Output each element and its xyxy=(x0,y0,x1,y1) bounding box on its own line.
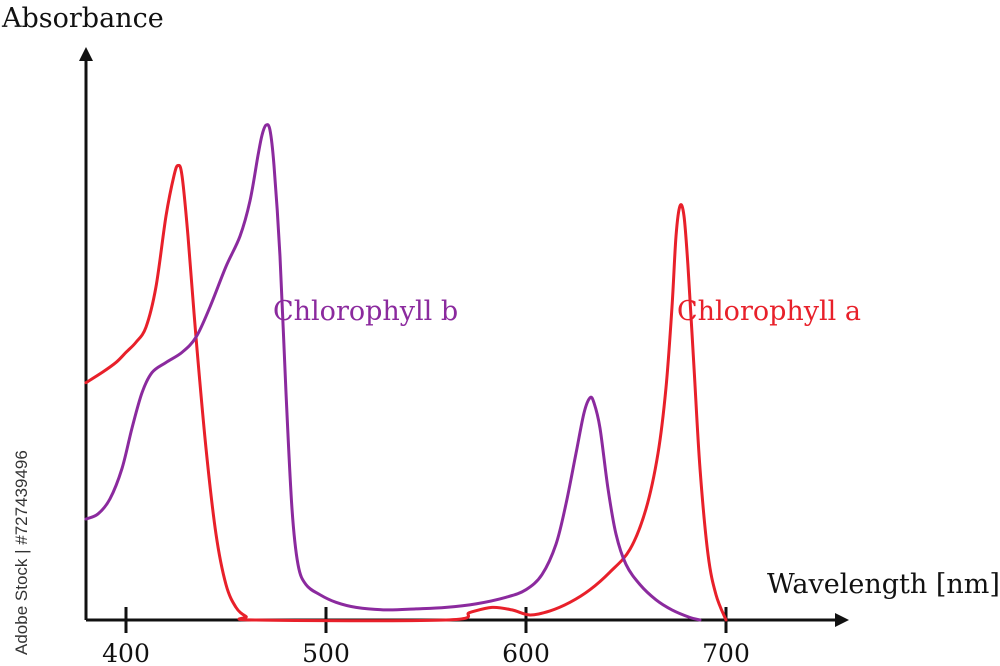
x-tick-label-400: 400 xyxy=(102,639,150,666)
series-label-chlorophyll-b: Chlorophyll b xyxy=(273,296,458,327)
series-line-chlorophyll-b xyxy=(84,123,702,622)
x-axis-title: Wavelength [nm] xyxy=(767,569,1000,600)
x-tick-label-500: 500 xyxy=(302,639,350,666)
series-layer xyxy=(84,123,728,623)
watermark-side-text: Adobe Stock | #727439496 xyxy=(12,450,31,655)
x-tick-label-700: 700 xyxy=(702,639,750,666)
series-line-chlorophyll-a xyxy=(84,163,728,623)
series-label-chlorophyll-a: Chlorophyll a xyxy=(677,296,861,327)
x-tick-label-600: 600 xyxy=(502,639,550,666)
y-axis-title: Absorbance xyxy=(1,3,164,34)
x-axis-ticks: 400 500 600 700 xyxy=(102,607,750,666)
